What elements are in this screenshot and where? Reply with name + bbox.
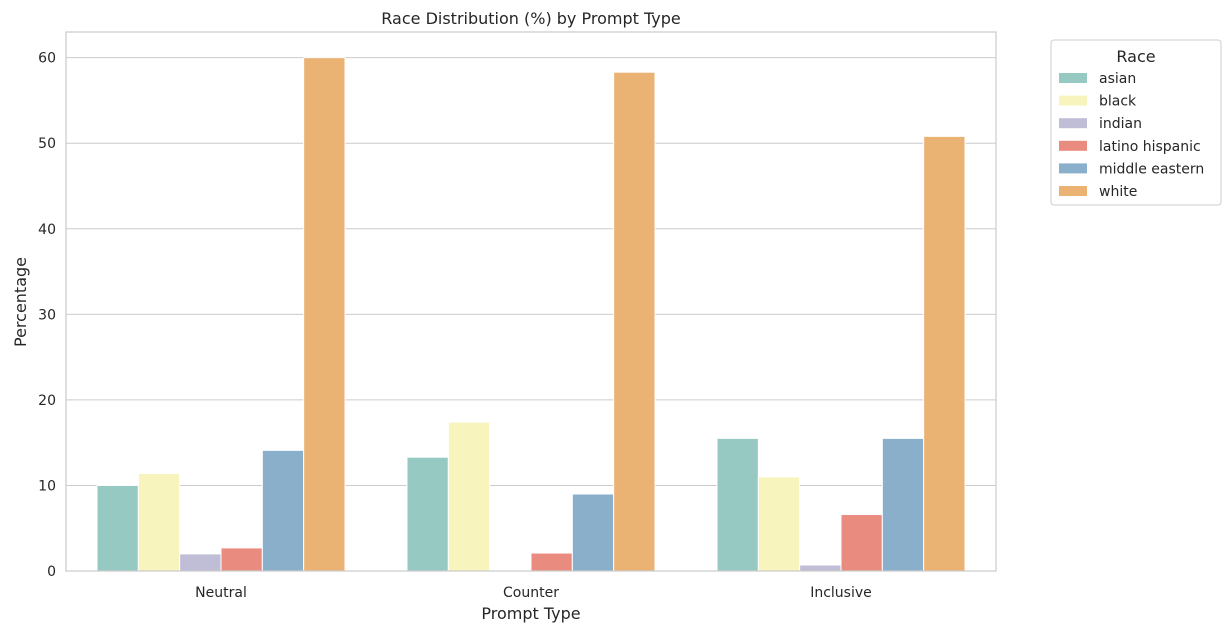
legend-label: middle eastern bbox=[1099, 161, 1204, 177]
bar-asian-neutral bbox=[96, 484, 139, 572]
grid-layer bbox=[66, 57, 996, 572]
y-tick-label: 30 bbox=[38, 307, 56, 323]
bar-asian-counter bbox=[406, 456, 449, 572]
bar-white-inclusive bbox=[923, 135, 966, 572]
bar-middle-eastern-inclusive bbox=[881, 437, 925, 572]
bar-latino-hispanic-inclusive bbox=[840, 514, 883, 572]
bar-middle-eastern-neutral bbox=[261, 449, 305, 572]
legend-frame bbox=[1050, 39, 1222, 206]
y-tick-label: 60 bbox=[38, 51, 56, 67]
y-tick-label: 10 bbox=[38, 478, 56, 494]
bar-white-counter bbox=[613, 71, 656, 572]
legend-label: latino hispanic bbox=[1099, 139, 1201, 155]
bar-black-inclusive bbox=[757, 476, 801, 572]
chart-title: Race Distribution (%) by Prompt Type bbox=[381, 9, 680, 28]
bar-latino-hispanic-counter bbox=[530, 552, 573, 572]
legend-title: Race bbox=[1116, 47, 1155, 66]
axis-layer: 0 10 20 30 40 50 60 Neutral Counter Inclusive bbox=[38, 31, 997, 601]
legend-swatch bbox=[1059, 95, 1087, 106]
legend-label: white bbox=[1099, 184, 1137, 200]
x-axis-label: Prompt Type bbox=[481, 604, 580, 623]
legend-swatch bbox=[1059, 163, 1087, 174]
bar-white-neutral bbox=[303, 57, 346, 572]
bar-layer bbox=[96, 57, 966, 572]
y-tick-label: 0 bbox=[47, 564, 56, 580]
bar-black-neutral bbox=[137, 472, 181, 572]
legend-swatch bbox=[1059, 73, 1087, 83]
legend-swatch bbox=[1059, 186, 1087, 196]
y-tick-label: 40 bbox=[38, 222, 56, 238]
y-tick-label: 50 bbox=[38, 136, 56, 152]
bar-indian-inclusive bbox=[799, 564, 842, 572]
bar-black-counter bbox=[447, 421, 491, 572]
bar-asian-inclusive bbox=[716, 437, 759, 572]
plot-frame bbox=[65, 31, 997, 572]
legend-items: asian black indian latino hispanic middle ea… bbox=[1059, 71, 1204, 200]
legend-swatch bbox=[1059, 140, 1087, 151]
legend-label: asian bbox=[1099, 71, 1136, 87]
y-axis-label: Percentage bbox=[11, 257, 30, 347]
x-tick-label: Inclusive bbox=[810, 585, 872, 601]
bar-latino-hispanic-neutral bbox=[220, 547, 263, 572]
legend-label: black bbox=[1099, 94, 1137, 110]
bar-middle-eastern-counter bbox=[571, 493, 615, 572]
bar-indian-neutral bbox=[179, 553, 222, 572]
legend-swatch bbox=[1059, 118, 1087, 129]
x-tick-label: Neutral bbox=[195, 585, 247, 601]
y-tick-label: 20 bbox=[38, 393, 56, 409]
x-tick-label: Counter bbox=[503, 585, 559, 601]
legend: Race asian black indian latino hispanic midd… bbox=[1050, 39, 1222, 206]
legend-label: indian bbox=[1099, 116, 1142, 132]
